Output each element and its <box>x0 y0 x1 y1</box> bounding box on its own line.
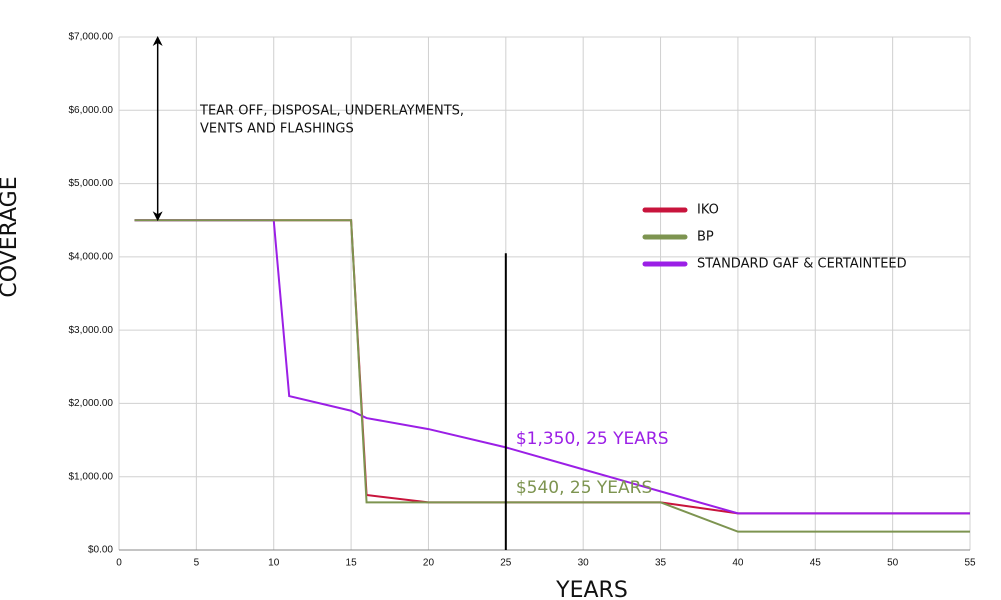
x-tick-label: 30 <box>578 558 590 569</box>
x-tick-label: 10 <box>268 558 280 569</box>
x-tick-label: 0 <box>116 558 122 569</box>
x-tick-label: 35 <box>655 558 667 569</box>
y-tick-label: $3,000.00 <box>69 325 114 336</box>
y-tick-label: $5,000.00 <box>69 178 114 189</box>
annotation: TEAR OFF, DISPOSAL, UNDERLAYMENTS, <box>199 104 464 119</box>
y-tick-label: $2,000.00 <box>69 398 114 409</box>
y-tick-label: $6,000.00 <box>69 105 114 116</box>
x-tick-label: 15 <box>346 558 358 569</box>
y-tick-label: $7,000.00 <box>69 32 114 43</box>
x-tick-label: 25 <box>500 558 512 569</box>
y-tick-label: $4,000.00 <box>69 251 114 262</box>
y-tick-label: $0.00 <box>88 545 113 556</box>
legend-label: IKO <box>697 203 719 218</box>
x-tick-label: 55 <box>964 558 976 569</box>
line-series <box>134 219 970 515</box>
x-tick-label: 45 <box>810 558 822 569</box>
x-tick-label: 20 <box>423 558 435 569</box>
x-axis-label: YEARS <box>555 578 628 600</box>
y-axis-label: COVERAGE <box>0 176 22 297</box>
x-tick-label: 5 <box>194 558 200 569</box>
annotation: $540, 25 YEARS <box>516 478 652 498</box>
line-series <box>134 219 970 533</box>
legend-label: BP <box>697 230 714 245</box>
x-tick-label: 50 <box>887 558 899 569</box>
y-tick-label: $1,000.00 <box>69 471 114 482</box>
annotation: VENTS AND FLASHINGS <box>200 122 354 137</box>
annotation: $1,350, 25 YEARS <box>516 429 669 449</box>
legend-label: STANDARD GAF & CERTAINTEED <box>697 257 907 272</box>
x-tick-label: 40 <box>732 558 744 569</box>
